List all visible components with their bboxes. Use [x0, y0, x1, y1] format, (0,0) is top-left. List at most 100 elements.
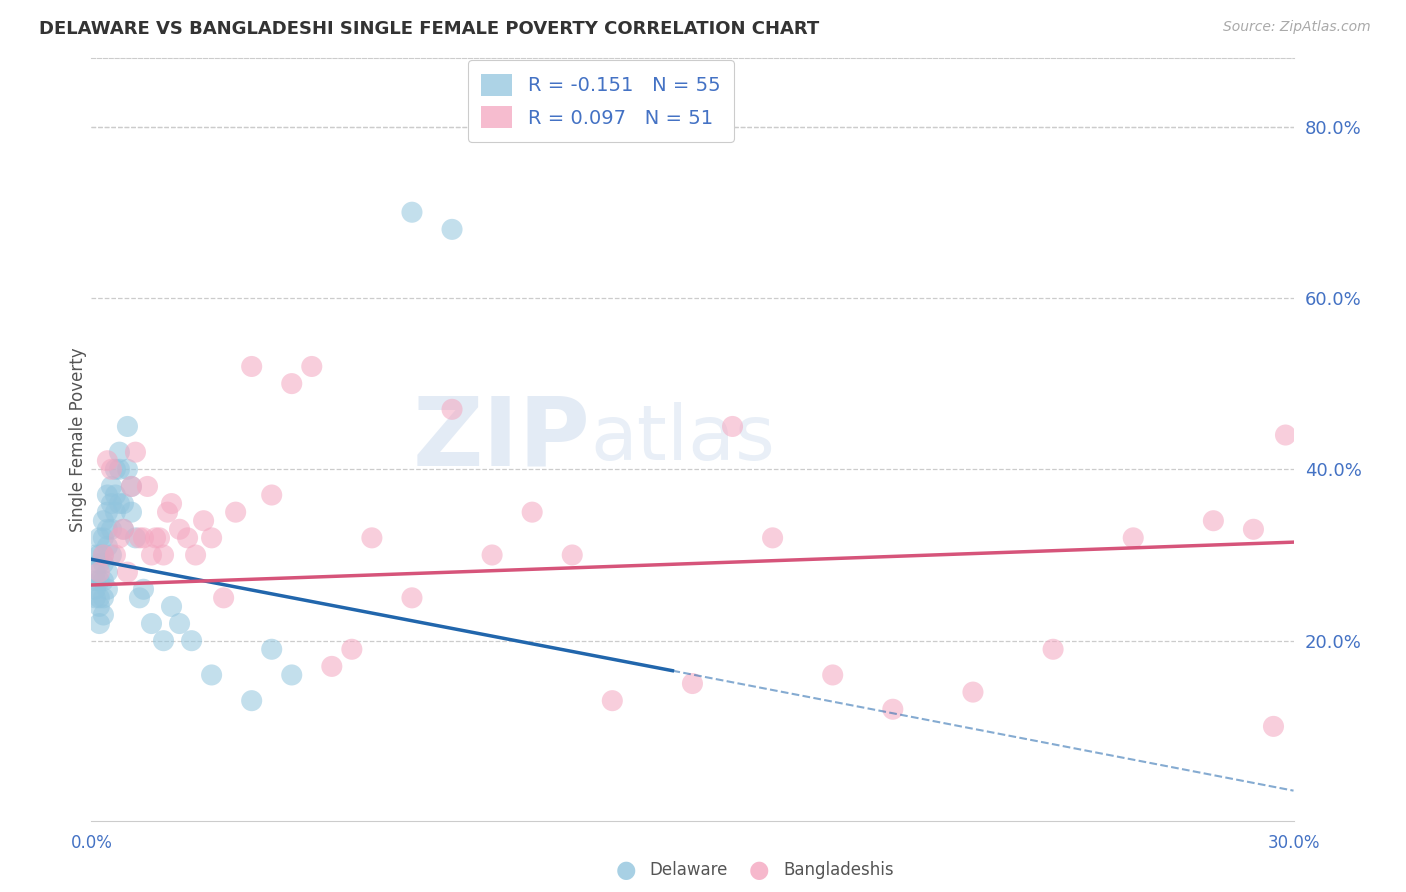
Text: atlas: atlas: [591, 402, 775, 476]
Point: [401, 591, 423, 605]
Point: [96, 488, 118, 502]
Text: ●: ●: [749, 858, 769, 881]
Point: [136, 479, 159, 493]
Point: [89, 591, 111, 605]
Point: [93, 548, 115, 562]
Point: [124, 445, 146, 459]
Point: [1202, 514, 1225, 528]
Point: [100, 497, 122, 511]
Text: Bangladeshis: Bangladeshis: [783, 861, 894, 879]
Point: [128, 531, 150, 545]
Point: [96, 540, 118, 554]
Point: [721, 419, 744, 434]
Point: [124, 531, 146, 545]
Point: [152, 633, 174, 648]
Point: [93, 557, 115, 571]
Point: [156, 505, 179, 519]
Point: [96, 582, 118, 597]
Point: [145, 531, 167, 545]
Point: [104, 548, 127, 562]
Legend: R = -0.151   N = 55, R = 0.097   N = 51: R = -0.151 N = 55, R = 0.097 N = 51: [468, 60, 734, 142]
Point: [240, 694, 263, 708]
Point: [481, 548, 503, 562]
Point: [89, 548, 111, 562]
Point: [321, 659, 343, 673]
Text: Delaware: Delaware: [650, 861, 728, 879]
Point: [93, 531, 115, 545]
Point: [96, 505, 118, 519]
Point: [360, 531, 382, 545]
Point: [962, 685, 984, 699]
Point: [340, 642, 363, 657]
Point: [100, 522, 122, 536]
Y-axis label: Single Female Poverty: Single Female Poverty: [69, 347, 87, 532]
Point: [108, 445, 131, 459]
Point: [201, 668, 224, 682]
Point: [132, 582, 155, 597]
Point: [104, 505, 127, 519]
Point: [93, 514, 115, 528]
Point: [104, 462, 127, 476]
Point: [100, 462, 122, 476]
Point: [260, 642, 283, 657]
Point: [160, 497, 183, 511]
Point: [169, 616, 191, 631]
Point: [121, 505, 143, 519]
Point: [281, 668, 304, 682]
Point: [132, 531, 155, 545]
Point: [301, 359, 323, 374]
Point: [260, 488, 283, 502]
Point: [212, 591, 235, 605]
Point: [128, 591, 150, 605]
Point: [440, 402, 463, 417]
Point: [176, 531, 198, 545]
Point: [84, 565, 107, 579]
Point: [240, 359, 263, 374]
Point: [117, 462, 139, 476]
Point: [141, 616, 163, 631]
Point: [522, 505, 544, 519]
Point: [84, 548, 107, 562]
Point: [169, 522, 191, 536]
Point: [1042, 642, 1064, 657]
Point: [1263, 719, 1285, 733]
Point: [96, 522, 118, 536]
Point: [108, 497, 131, 511]
Point: [281, 376, 304, 391]
Point: [184, 548, 207, 562]
Point: [108, 462, 131, 476]
Point: [93, 574, 115, 588]
Point: [100, 548, 122, 562]
Point: [821, 668, 844, 682]
Point: [762, 531, 785, 545]
Point: [1243, 522, 1265, 536]
Point: [104, 488, 127, 502]
Point: [108, 531, 131, 545]
Point: [112, 522, 135, 536]
Point: [401, 205, 423, 219]
Text: ZIP: ZIP: [412, 392, 591, 486]
Point: [1274, 428, 1296, 442]
Point: [201, 531, 224, 545]
Point: [117, 565, 139, 579]
Point: [148, 531, 170, 545]
Point: [93, 591, 115, 605]
Point: [225, 505, 247, 519]
Point: [112, 522, 135, 536]
Point: [1122, 531, 1144, 545]
Point: [89, 574, 111, 588]
Text: Source: ZipAtlas.com: Source: ZipAtlas.com: [1223, 20, 1371, 34]
Point: [89, 599, 111, 614]
Point: [602, 694, 624, 708]
Point: [152, 548, 174, 562]
Point: [121, 479, 143, 493]
Point: [117, 419, 139, 434]
Point: [84, 582, 107, 597]
Point: [84, 591, 107, 605]
Point: [180, 633, 202, 648]
Point: [112, 497, 135, 511]
Text: ●: ●: [616, 858, 636, 881]
Point: [193, 514, 215, 528]
Point: [93, 548, 115, 562]
Point: [561, 548, 583, 562]
